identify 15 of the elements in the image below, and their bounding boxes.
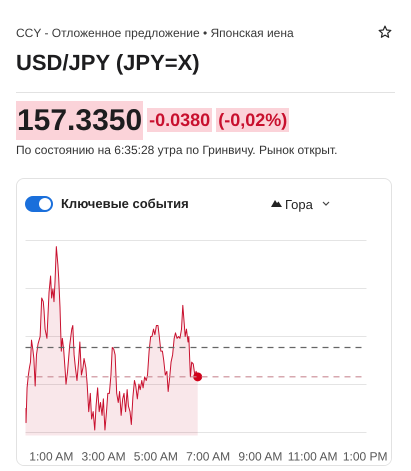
x-tick-label: 7:00 AM (186, 450, 230, 464)
x-tick-label: 1:00 AM (29, 450, 74, 464)
text: -0.0380 (147, 108, 212, 132)
text: Ключевые события (61, 195, 189, 213)
text: (-0,02%) (216, 108, 290, 132)
chart-subtitle: CCY - Отложенное предложение • Японская иена (16, 25, 294, 42)
chart-title: USD/JPY (JPY=X) (16, 49, 200, 77)
text: По состоянию на 6:35:28 утра по Гринвичу. Рынок открыт. (16, 142, 338, 159)
text: Гора (285, 196, 313, 214)
text: 157.3350 (16, 101, 144, 140)
x-tick-label: 5:00 AM (134, 450, 178, 464)
x-tick-label: 11:00 AM (288, 450, 338, 464)
x-tick-label: 3:00 AM (82, 450, 126, 464)
x-tick-label: 1:00 PM (342, 450, 388, 464)
x-tick-label: 9:00 AM (238, 450, 282, 464)
